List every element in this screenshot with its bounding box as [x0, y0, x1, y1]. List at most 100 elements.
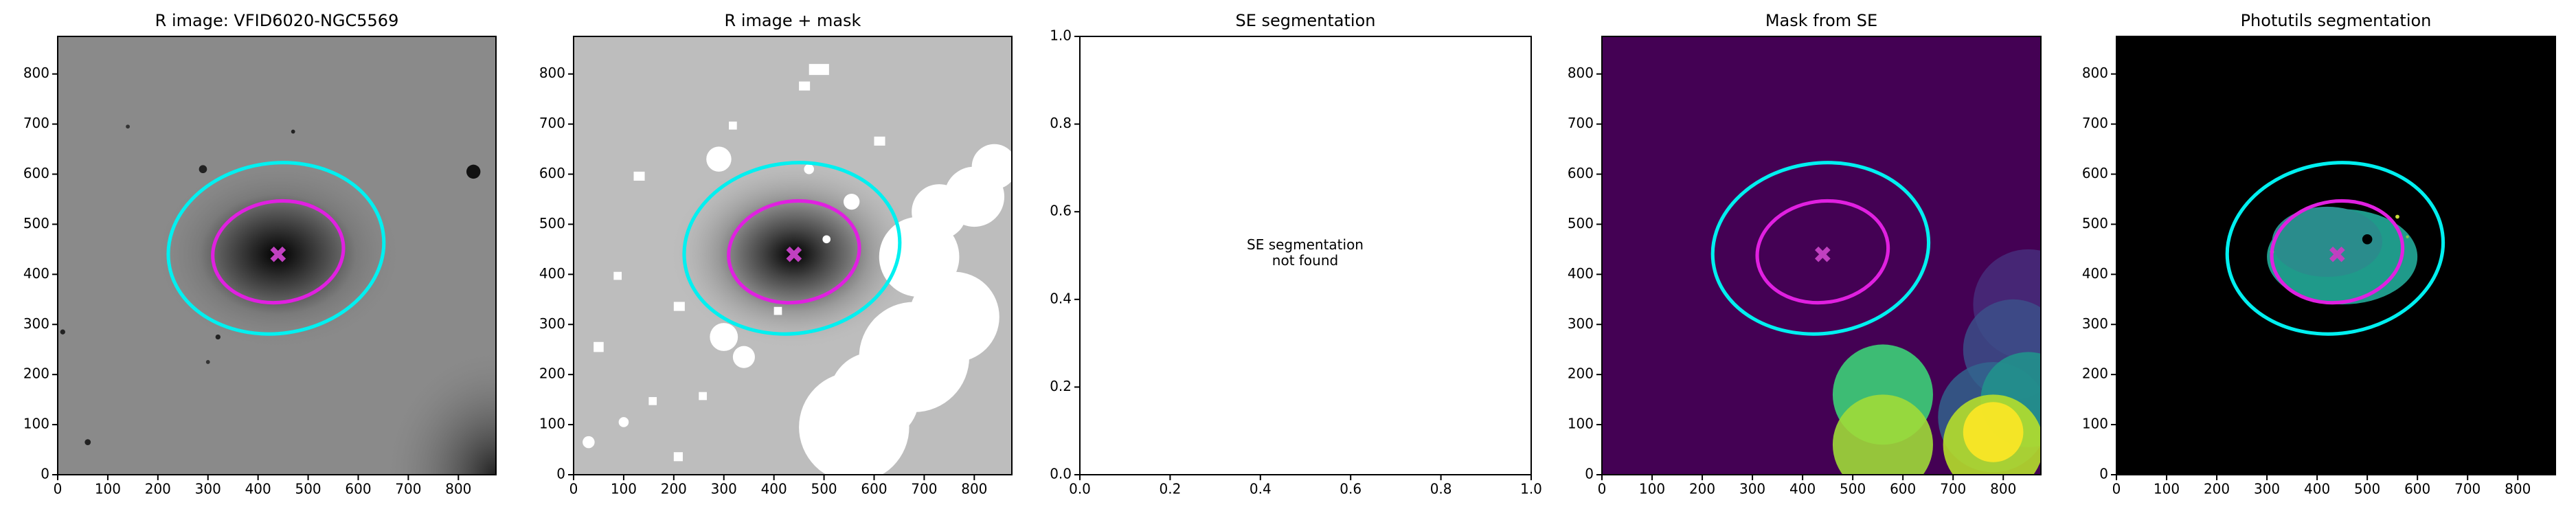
y-tick-label: 0.4	[1050, 290, 1072, 306]
x-tick-label: 700	[2454, 481, 2481, 497]
panel-title: Photutils segmentation	[2241, 11, 2432, 30]
y-tick-label: 300	[539, 315, 565, 332]
x-tick-label: 0	[54, 481, 63, 497]
y-tick-label: 1.0	[1050, 27, 1072, 44]
x-tick-label: 200	[661, 481, 687, 497]
y-tick-label: 500	[23, 215, 49, 232]
y-tick-label: 800	[539, 65, 565, 81]
y-tick-label: 800	[23, 65, 49, 81]
y-tick-label: 100	[539, 416, 565, 432]
y-tick-label: 600	[1568, 165, 1594, 181]
x-tick-label: 100	[611, 481, 637, 497]
x-tick-label: 600	[2404, 481, 2430, 497]
x-tick-label: 400	[2304, 481, 2330, 497]
y-tick-label: 100	[23, 416, 49, 432]
y-tick-label: 800	[1568, 65, 1594, 81]
image-segmentation	[2116, 36, 2555, 475]
x-tick-label: 700	[911, 481, 937, 497]
panel-title: SE segmentation	[1236, 11, 1376, 30]
y-tick-label: 300	[23, 315, 49, 332]
y-tick-label: 700	[2082, 115, 2108, 131]
x-tick-label: 0.4	[1250, 481, 1272, 497]
y-tick-label: 200	[539, 365, 565, 382]
x-tick-label: 400	[1789, 481, 1816, 497]
axes-frame	[1079, 36, 1532, 475]
x-tick-label: 300	[1739, 481, 1765, 497]
y-tick-label: 500	[2082, 215, 2108, 232]
x-tick-label: 0	[2112, 481, 2121, 497]
y-tick-label: 200	[1568, 365, 1594, 382]
x-tick-label: 400	[245, 481, 271, 497]
y-tick-label: 400	[2082, 265, 2108, 282]
x-tick-label: 1.0	[1520, 481, 1542, 497]
x-tick-label: 100	[95, 481, 121, 497]
image-r	[58, 36, 496, 475]
x-tick-label: 600	[345, 481, 371, 497]
panel-title: R image + mask	[725, 11, 861, 30]
annotation: SE segmentation not found	[1247, 236, 1364, 269]
panel-title: R image: VFID6020-NGC5569	[155, 11, 399, 30]
y-tick-label: 100	[1568, 416, 1594, 432]
x-tick-label: 400	[761, 481, 787, 497]
x-tick-label: 300	[2254, 481, 2280, 497]
y-tick-label: 0.6	[1050, 203, 1072, 219]
x-tick-label: 800	[1990, 481, 2016, 497]
y-tick-label: 0.2	[1050, 378, 1072, 394]
y-tick-label: 0	[2099, 466, 2108, 482]
x-tick-label: 600	[861, 481, 887, 497]
axes-frame	[573, 36, 1013, 475]
y-tick-label: 400	[1568, 265, 1594, 282]
y-tick-label: 300	[2082, 315, 2108, 332]
y-tick-label: 600	[2082, 165, 2108, 181]
y-tick-label: 300	[1568, 315, 1594, 332]
x-tick-label: 300	[711, 481, 737, 497]
x-tick-label: 0.0	[1069, 481, 1091, 497]
y-tick-label: 700	[23, 115, 49, 131]
y-tick-label: 400	[539, 265, 565, 282]
x-tick-label: 300	[195, 481, 221, 497]
y-tick-label: 0	[41, 466, 49, 482]
image-mask	[1602, 36, 2041, 475]
x-tick-label: 0	[569, 481, 578, 497]
y-tick-label: 400	[23, 265, 49, 282]
x-tick-label: 0	[1598, 481, 1607, 497]
x-tick-label: 500	[811, 481, 837, 497]
x-tick-label: 200	[2204, 481, 2230, 497]
x-tick-label: 100	[2154, 481, 2180, 497]
y-tick-label: 500	[539, 215, 565, 232]
x-tick-label: 800	[445, 481, 471, 497]
panel-title: Mask from SE	[1765, 11, 1877, 30]
y-tick-label: 200	[23, 365, 49, 382]
axes-frame	[1601, 36, 2042, 475]
x-tick-label: 600	[1890, 481, 1916, 497]
y-tick-label: 600	[23, 165, 49, 181]
image-masked	[574, 36, 1012, 475]
x-tick-label: 800	[961, 481, 987, 497]
x-tick-label: 500	[2354, 481, 2380, 497]
y-tick-label: 100	[2082, 416, 2108, 432]
y-tick-label: 0	[556, 466, 565, 482]
x-tick-label: 800	[2505, 481, 2531, 497]
y-tick-label: 600	[539, 165, 565, 181]
y-tick-label: 0.8	[1050, 115, 1072, 131]
y-tick-label: 700	[539, 115, 565, 131]
y-tick-label: 0	[1585, 466, 1594, 482]
y-tick-label: 700	[1568, 115, 1594, 131]
x-tick-label: 200	[145, 481, 171, 497]
x-tick-label: 700	[395, 481, 421, 497]
axes-frame	[2116, 36, 2556, 475]
y-tick-label: 200	[2082, 365, 2108, 382]
x-tick-label: 0.6	[1340, 481, 1362, 497]
x-tick-label: 500	[295, 481, 321, 497]
x-tick-label: 700	[1940, 481, 1966, 497]
x-tick-label: 500	[1840, 481, 1866, 497]
x-tick-label: 200	[1689, 481, 1715, 497]
x-tick-label: 0.2	[1159, 481, 1181, 497]
y-tick-label: 500	[1568, 215, 1594, 232]
y-tick-label: 800	[2082, 65, 2108, 81]
x-tick-label: 100	[1639, 481, 1665, 497]
y-tick-label: 0.0	[1050, 466, 1072, 482]
axes-frame	[57, 36, 497, 475]
